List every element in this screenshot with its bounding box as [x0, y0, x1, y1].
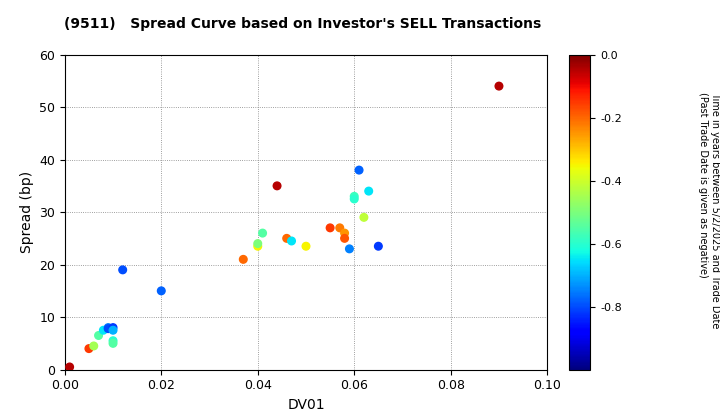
- Point: [98, 327, 109, 333]
- Point: [281, 235, 292, 242]
- Point: [252, 243, 264, 249]
- Point: [257, 230, 269, 236]
- Point: [324, 224, 336, 231]
- Point: [300, 243, 312, 249]
- Point: [373, 243, 384, 249]
- Point: [93, 332, 104, 339]
- Point: [339, 235, 351, 242]
- Text: Time in years between 5/2/2025 and Trade Date
(Past Trade Date is given as negat: Time in years between 5/2/2025 and Trade…: [698, 92, 720, 328]
- Point: [339, 230, 351, 236]
- Point: [88, 343, 99, 349]
- Point: [64, 364, 76, 370]
- Point: [107, 324, 119, 331]
- Point: [286, 238, 297, 244]
- Point: [271, 182, 283, 189]
- Point: [493, 83, 505, 89]
- Point: [363, 188, 374, 194]
- Point: [102, 325, 114, 332]
- Point: [102, 324, 114, 331]
- Point: [334, 224, 346, 231]
- Point: [348, 196, 360, 202]
- Point: [358, 214, 369, 221]
- Point: [348, 193, 360, 199]
- Point: [343, 245, 355, 252]
- Point: [238, 256, 249, 263]
- X-axis label: DV01: DV01: [287, 398, 325, 412]
- Point: [107, 340, 119, 347]
- Text: (9511)   Spread Curve based on Investor's SELL Transactions: (9511) Spread Curve based on Investor's …: [64, 17, 541, 31]
- Point: [354, 167, 365, 173]
- Point: [84, 345, 95, 352]
- Point: [156, 287, 167, 294]
- Point: [117, 266, 128, 273]
- Point: [107, 337, 119, 344]
- Point: [107, 327, 119, 333]
- Point: [252, 240, 264, 247]
- Y-axis label: Spread (bp): Spread (bp): [19, 171, 34, 253]
